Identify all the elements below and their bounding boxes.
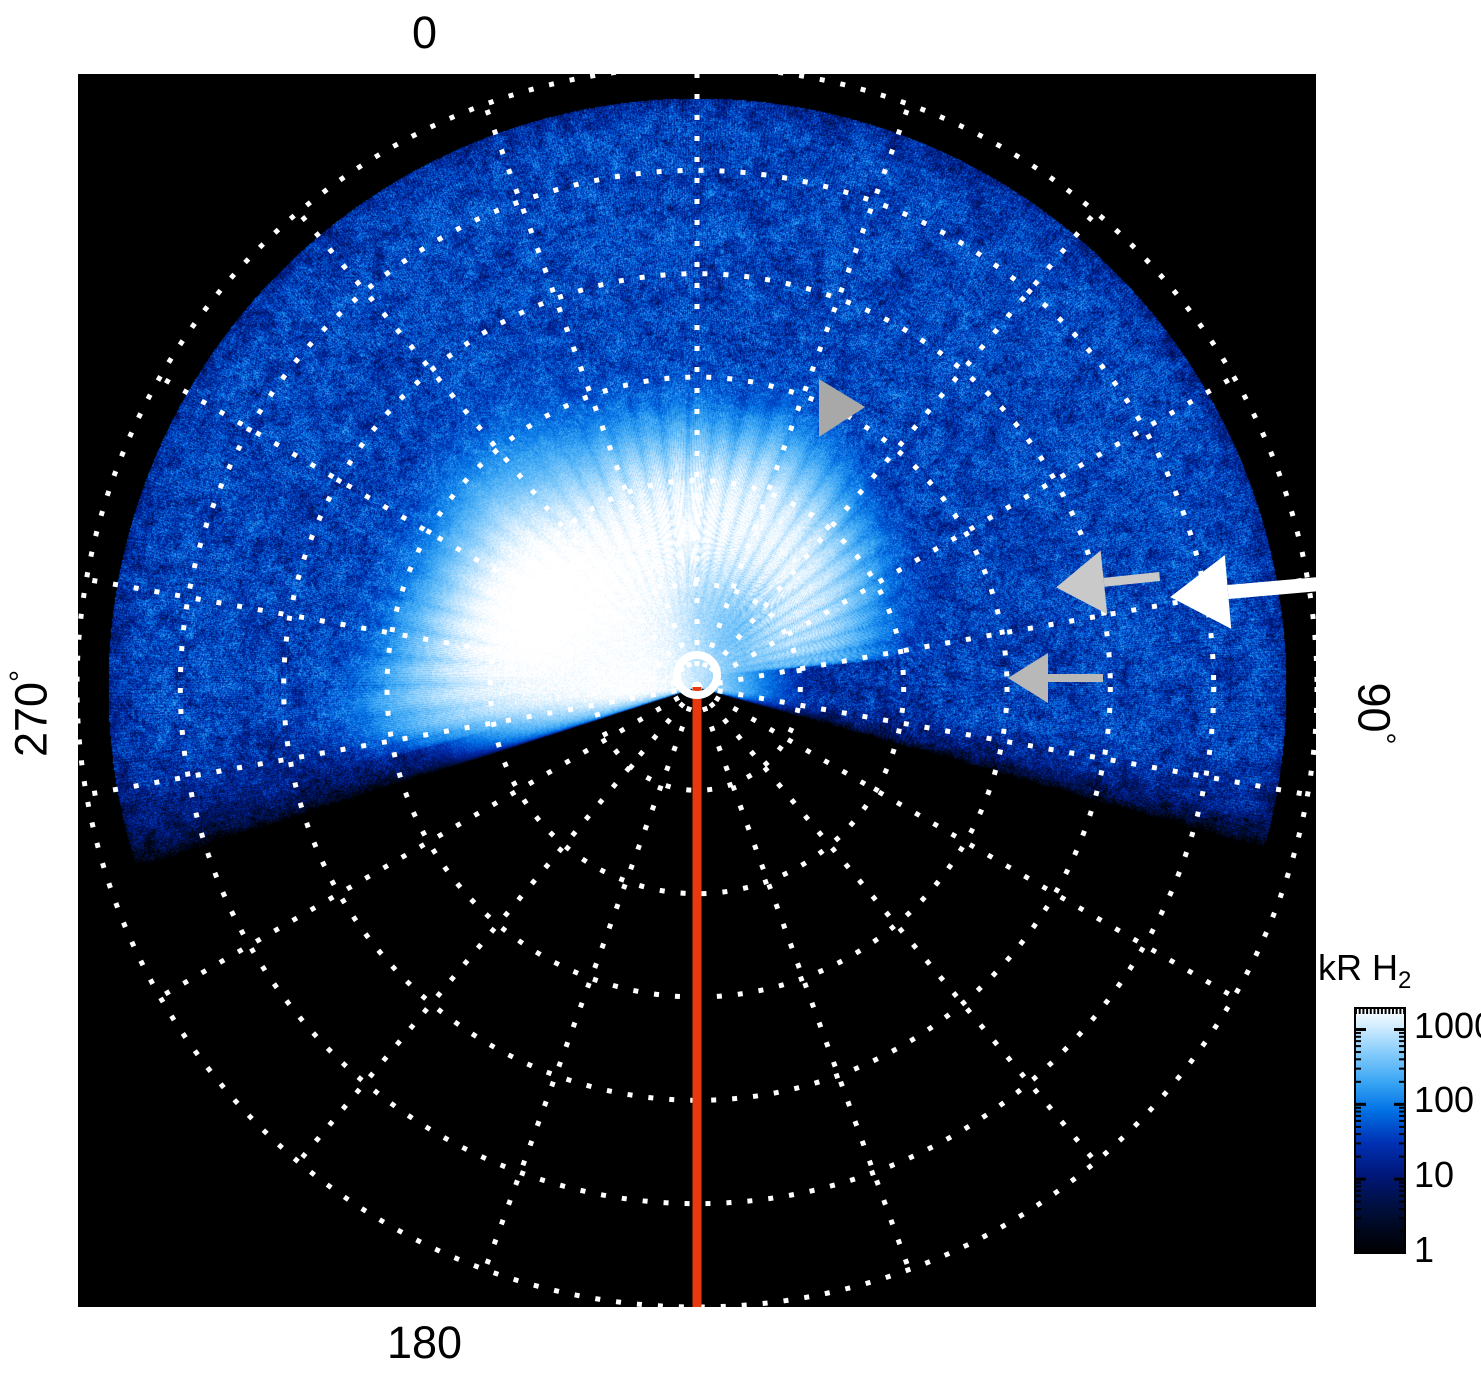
axis-label-bottom: 180° [0, 1318, 1481, 1365]
axis-label-top: 0° [0, 8, 1481, 55]
axis-label-left-value: 270 [5, 681, 57, 758]
gray-arrow-lower [1008, 653, 1103, 703]
colorbar-gradient [1354, 1007, 1406, 1254]
colorbar-title-text: kR H [1318, 947, 1398, 988]
white-arrow-upper-shaft [1227, 576, 1316, 599]
gray-triangle-marker [819, 379, 865, 437]
white-arrow-upper-head [1170, 555, 1232, 629]
latitude-circle [177, 167, 1217, 1207]
gray-arrow-upper-head [1056, 550, 1108, 615]
axis-label-bottom-value: 180 [386, 1317, 463, 1368]
colorbar-title: kR H2 [1318, 947, 1411, 995]
colorbar-tick-label-100: 100 [1414, 1079, 1475, 1121]
colorbar-title-subscript: 2 [1398, 967, 1412, 995]
colorbar-tick-label-1000: 1000 [1414, 1004, 1481, 1046]
axis-label-left: 270° [4, 624, 57, 804]
colorbar: kR H2 1000 100 10 1 [1318, 947, 1481, 1322]
axis-label-top-value: 0 [411, 7, 438, 58]
axis-label-right-value: 90 [1348, 682, 1400, 733]
gray-arrow-upper-shaft [1103, 571, 1161, 587]
gray-arrow-lower-head [1008, 653, 1048, 703]
pole-circle-marker [673, 651, 721, 699]
latitude-circle [591, 581, 803, 793]
latitude-circle [487, 477, 907, 897]
degree-symbol-left: ° [4, 669, 38, 682]
axis-label-right: 90° [1348, 624, 1401, 804]
latitude-circle [281, 271, 1113, 1103]
degree-symbol-right: ° [1367, 732, 1401, 745]
white-arrow-upper [1170, 555, 1316, 629]
colorbar-tick-label-1: 1 [1414, 1229, 1435, 1270]
colorbar-ticks [1354, 1007, 1406, 1254]
colorbar-tick-label-10: 10 [1414, 1154, 1455, 1196]
gray-arrow-upper [1056, 550, 1161, 615]
annotation-overlay [673, 379, 1316, 1307]
polar-plot-area [78, 74, 1316, 1307]
